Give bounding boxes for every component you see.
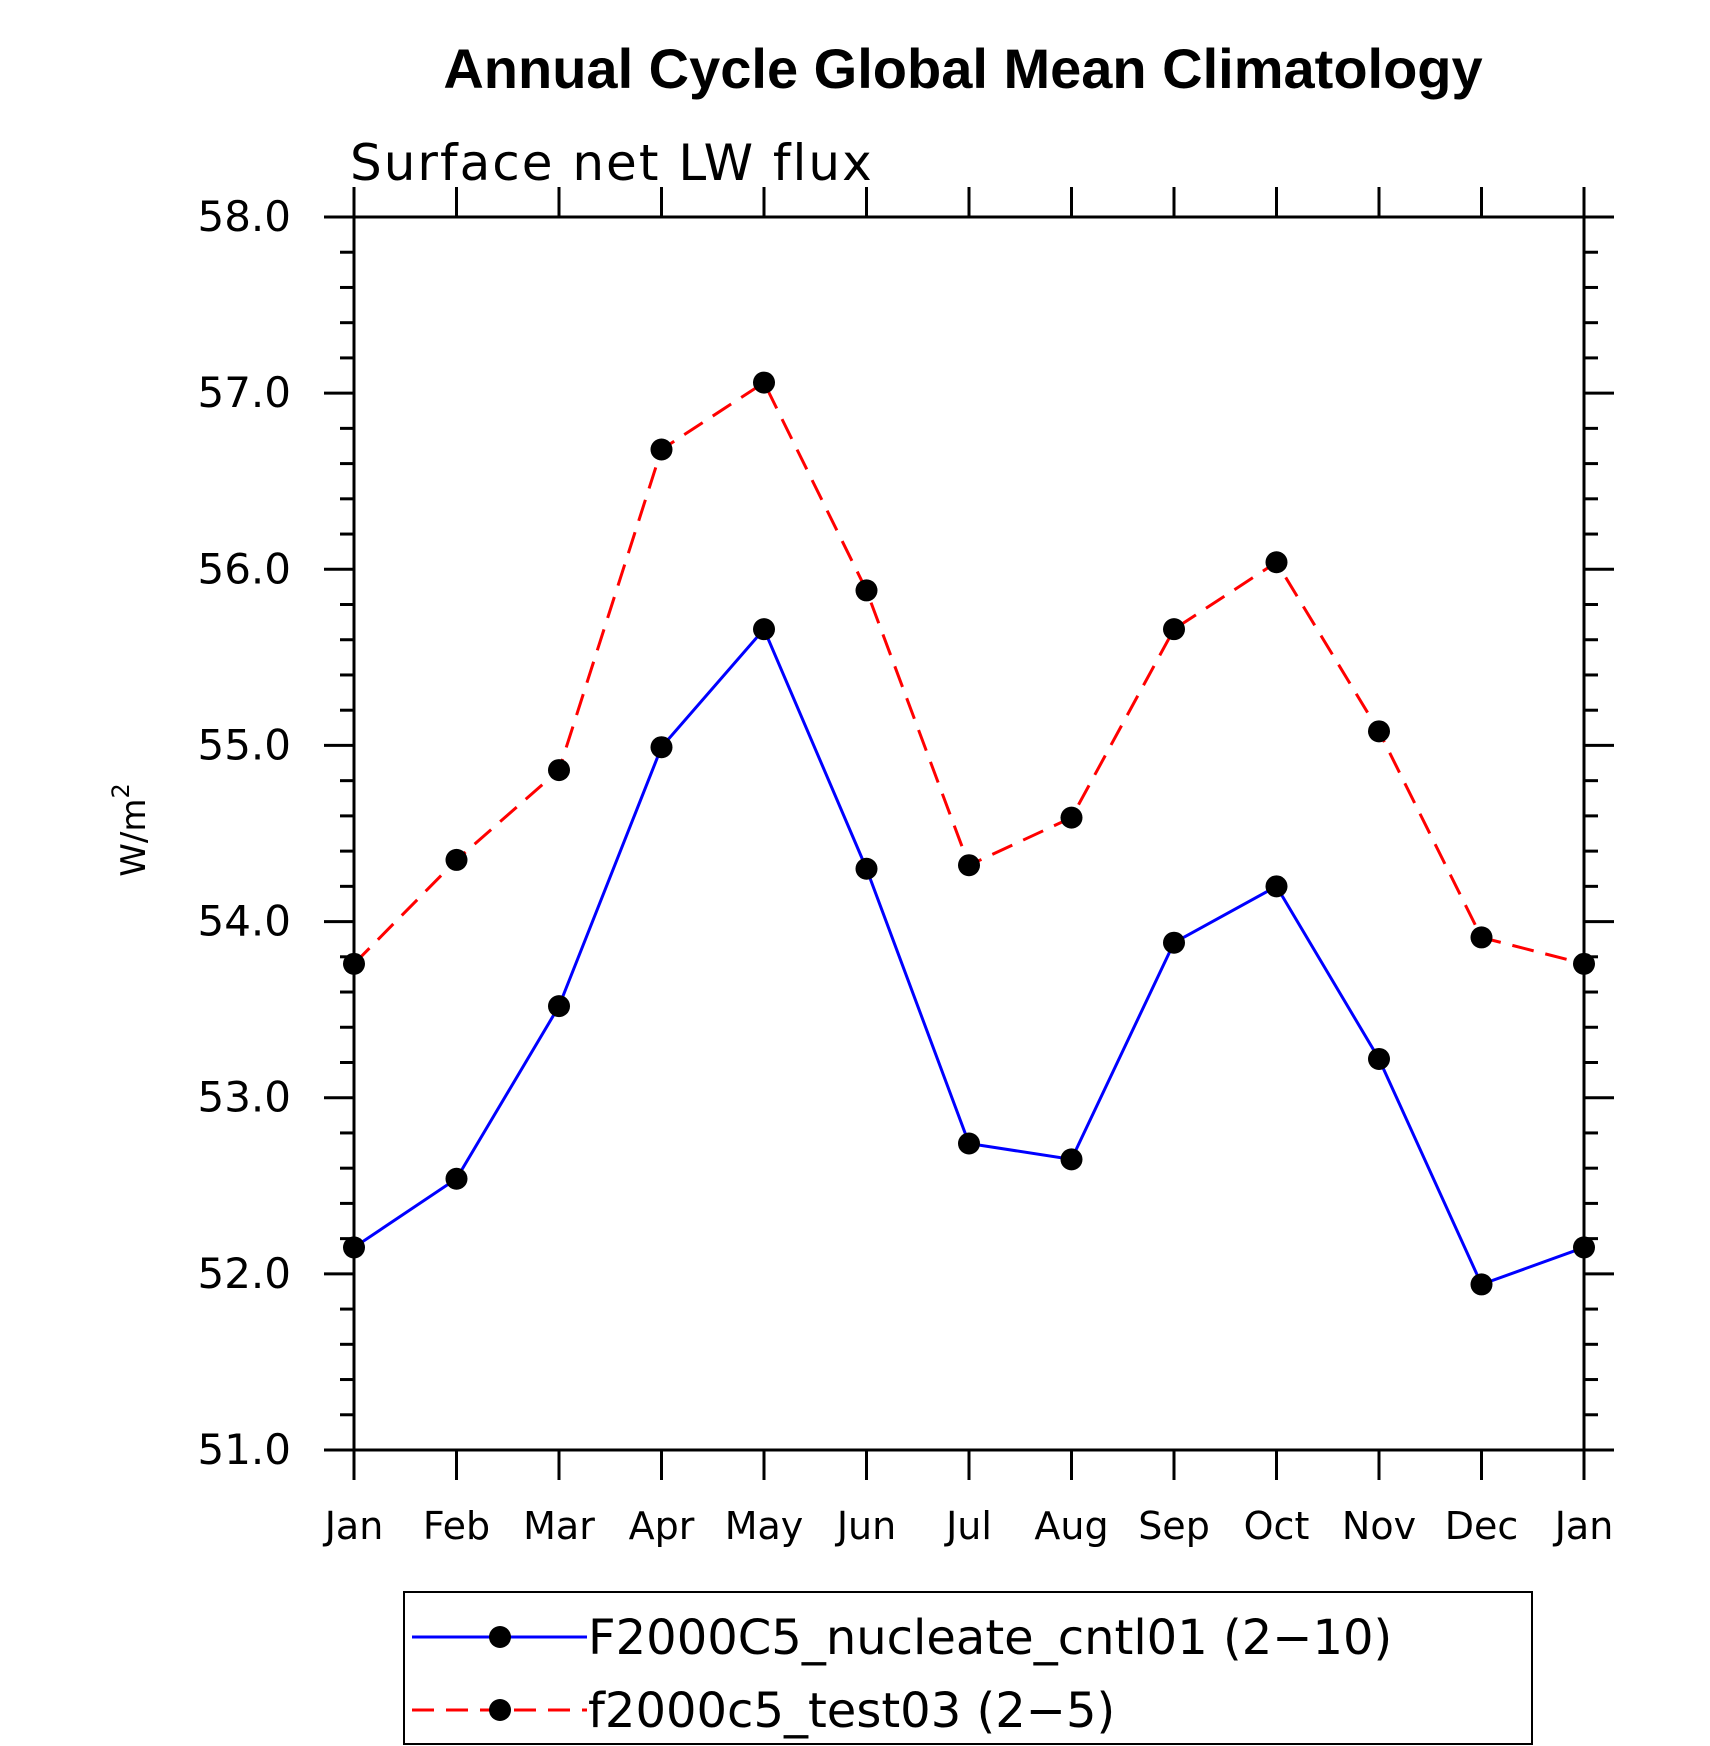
x-tick-label: Mar (523, 1504, 595, 1548)
series-line-2 (352, 380, 1585, 966)
data-point-series-1 (445, 1167, 468, 1190)
data-point-series-2 (1163, 618, 1185, 641)
y-tick-label: 53.0 (197, 1073, 291, 1122)
x-tick-label: May (725, 1504, 804, 1548)
y-axis-label: W/m2 (107, 783, 154, 876)
x-tick-label: Feb (423, 1504, 490, 1548)
y-tick-label: 52.0 (197, 1249, 291, 1298)
data-point-series-1 (958, 1132, 980, 1155)
data-point-series-2 (1265, 551, 1288, 574)
data-point-series-2 (958, 854, 980, 877)
x-tick-label: Sep (1138, 1504, 1210, 1548)
data-point-series-2 (1060, 806, 1083, 829)
data-point-series-1 (855, 857, 878, 880)
x-tick-label: Nov (1342, 1504, 1416, 1548)
data-point-series-2 (855, 579, 878, 602)
data-point-series-1 (1470, 1273, 1493, 1296)
data-point-series-1 (753, 618, 775, 641)
data-point-series-1 (1265, 875, 1288, 898)
x-tick-label: Jun (835, 1504, 896, 1548)
data-point-series-1 (650, 736, 673, 759)
x-tick-label: Oct (1244, 1504, 1310, 1548)
data-point-series-2 (445, 848, 468, 871)
data-point-series-2 (548, 759, 570, 782)
axis-ticks (324, 187, 1614, 1480)
data-point-series-1 (548, 995, 570, 1018)
x-tick-label: Jan (323, 1504, 384, 1548)
x-tick-label: Jul (944, 1504, 992, 1548)
legend-label-series-1: F2000C5_nucleate_cntl01 (2−10) (588, 1610, 1392, 1666)
chart-title: Annual Cycle Global Mean Climatology (443, 37, 1482, 100)
legend-marker-series-1 (489, 1626, 511, 1648)
x-tick-label: Aug (1034, 1504, 1108, 1548)
x-tick-labels: Jan Feb Mar Apr May Jun Jul Aug Sep Oct Nov Dec Jan (323, 1504, 1614, 1548)
y-tick-label: 51.0 (197, 1425, 291, 1474)
y-tick-label: 58.0 (197, 192, 291, 241)
legend-label-series-2: f2000c5_test03 (2−5) (588, 1683, 1115, 1739)
chart-subtitle: Surface net LW flux (350, 134, 874, 192)
y-tick-labels: 51.0 52.0 53.0 54.0 55.0 56.0 57.0 58.0 (197, 192, 291, 1474)
legend-box (403, 1591, 1533, 1745)
x-tick-label: Apr (629, 1504, 695, 1548)
y-tick-label: 56.0 (197, 544, 291, 593)
legend-marker-series-2 (489, 1699, 511, 1721)
data-point-series-2 (1470, 926, 1493, 949)
data-point-series-1 (1163, 931, 1185, 954)
y-tick-label: 57.0 (197, 368, 291, 417)
series-line-1 (353, 626, 1585, 1287)
x-tick-label: Jan (1553, 1504, 1614, 1548)
plot-frame (352, 215, 1586, 1452)
data-point-series-2 (1368, 720, 1390, 743)
legend: F2000C5_nucleate_cntl01 (2−10) f2000c5_t… (403, 1591, 1533, 1745)
series-layer (343, 371, 1595, 1296)
data-point-series-2 (650, 438, 673, 461)
y-tick-label: 55.0 (197, 720, 291, 769)
x-tick-label: Dec (1445, 1504, 1519, 1548)
data-point-series-1 (1060, 1148, 1083, 1171)
data-point-series-2 (753, 371, 775, 394)
y-axis-label-superscript: 2 (107, 783, 135, 798)
data-point-series-1 (1368, 1047, 1390, 1070)
y-tick-label: 54.0 (197, 897, 291, 946)
y-axis-label-base: W/m (114, 799, 154, 877)
